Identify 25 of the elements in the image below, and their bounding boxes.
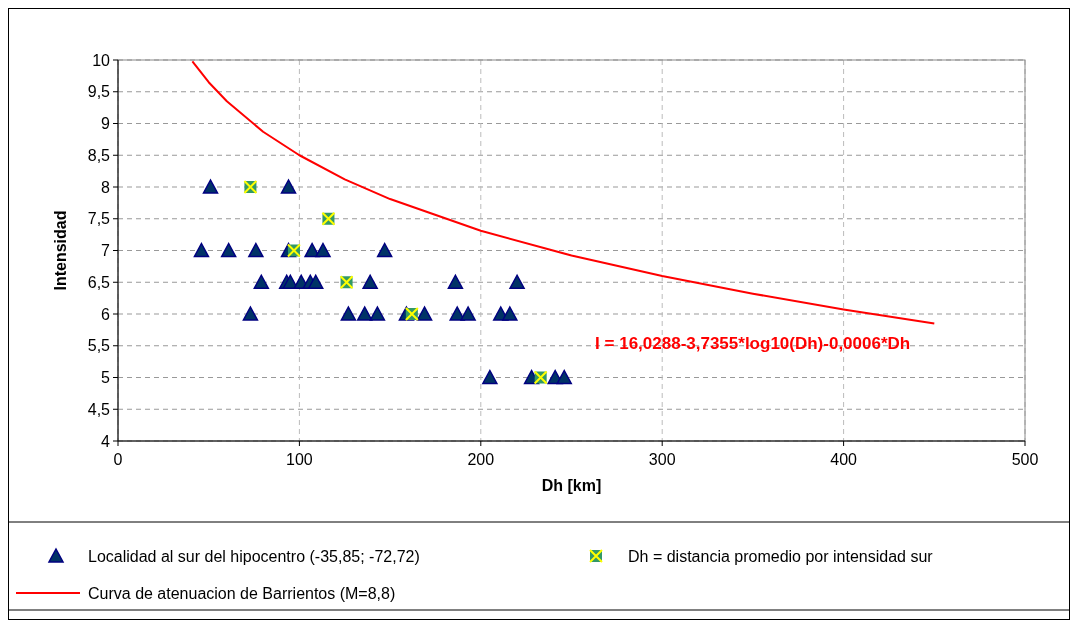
y-tick-label: 5	[101, 369, 111, 387]
y-axis-title: Intensidad	[52, 210, 69, 291]
y-tick-label: 6,5	[87, 273, 111, 291]
legend-label: Curva de atenuacion de Barrientos (M=8,8)	[88, 584, 396, 602]
y-tick-label: 7,5	[87, 210, 111, 228]
legend-label: Localidad al sur del hipocentro (-35,85; -72,72)	[88, 547, 420, 565]
x-tick-label: 100	[286, 451, 313, 468]
x-tick-label: 400	[830, 451, 858, 468]
y-tick-label: 5,5	[87, 337, 111, 355]
y-tick-label: 9	[101, 115, 111, 133]
y-tick-label: 10	[92, 51, 111, 69]
x-tick-label: 300	[648, 451, 676, 468]
annotation: I = 16,0288-3,7355*log10(Dh)-0,0006*Dh	[595, 333, 911, 353]
y-tick-label: 4	[101, 432, 111, 450]
y-tick-label: 8	[101, 178, 111, 196]
y-tick-label: 7	[101, 242, 111, 260]
y-tick-label: 8,5	[87, 146, 111, 164]
x-tick-label: 200	[467, 451, 495, 468]
y-tick-label: 9,5	[87, 83, 111, 101]
y-tick-label: 6	[101, 305, 111, 323]
legend-label: Dh = distancia promedio por intensidad sur	[628, 547, 934, 565]
x-axis-title: Dh [km]	[541, 477, 602, 494]
x-tick-label: 500	[1011, 451, 1039, 468]
x-tick-label: 0	[113, 451, 123, 468]
y-tick-label: 4,5	[87, 400, 111, 418]
